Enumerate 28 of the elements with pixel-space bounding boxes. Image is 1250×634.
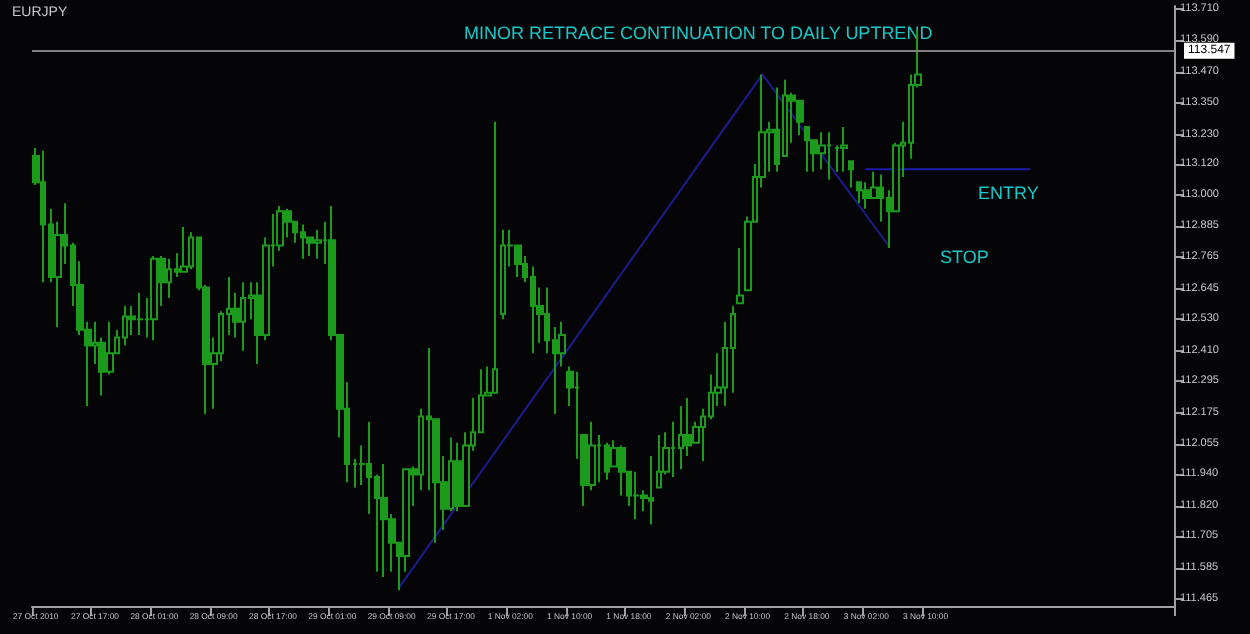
candlestick [380,462,388,579]
candlestick [736,247,744,305]
candlestick [804,126,810,173]
candlestick [796,99,804,136]
candlestick [136,291,144,336]
candlestick [840,126,848,173]
candlestick [40,149,46,284]
candlestick [678,405,684,471]
candlestick [150,255,158,342]
annotation: MINOR RETRACE CONTINUATION TO DAILY UPTREND [464,23,934,43]
candlestick [774,86,780,173]
candlestick [492,120,498,394]
candlestick [632,470,640,521]
candlestick [856,181,862,205]
annotation: STOP [940,247,989,267]
candlestick [826,131,832,181]
candlestick [122,305,128,347]
candlestick [848,160,854,189]
candlestick [166,257,172,300]
candlestick [314,228,322,260]
candlestick [180,226,188,273]
candlestick [656,433,662,489]
candlestick [240,281,246,352]
candlestick [300,223,306,260]
candlestick [500,228,506,321]
annotation: ENTRY [978,183,1039,203]
candlestick [604,441,610,481]
candlestick [648,455,654,526]
